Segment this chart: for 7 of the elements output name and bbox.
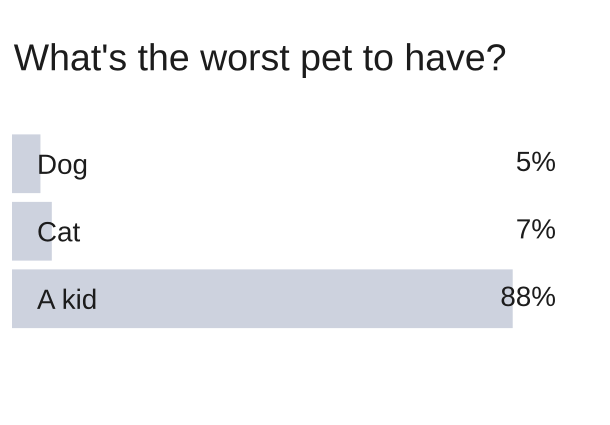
data-label: 88% (502, 286, 555, 306)
y-tick-label: A kid (37, 288, 96, 310)
data-label: 5% (516, 152, 555, 172)
y-tick-label: Dog (39, 154, 86, 180)
data-label: 7% (517, 219, 555, 239)
chart-title: What's the worst pet to have? (14, 43, 506, 78)
y-tick-label: Cat (38, 222, 80, 242)
